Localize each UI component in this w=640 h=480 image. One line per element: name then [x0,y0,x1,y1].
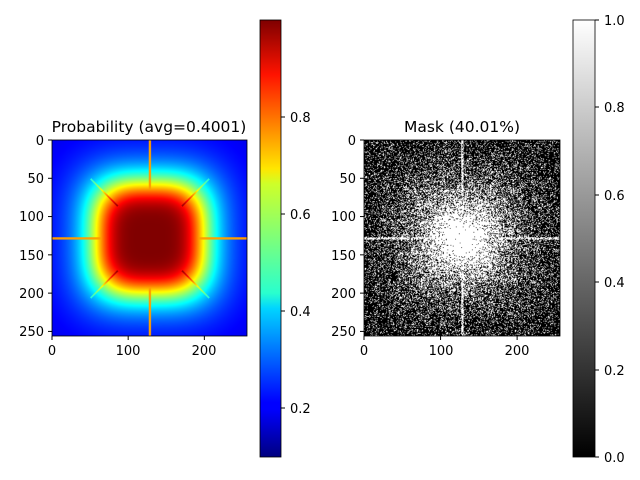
probability-xtick-label: 200 [192,344,217,359]
mask-xtick-label: 100 [429,344,454,359]
mask-ytick-label: 150 [331,249,356,264]
probability-axes-frame [51,139,248,337]
probability-ytick-label: 250 [19,325,44,340]
mask-colorbar-tick-label: 0.8 [604,101,625,116]
probability-colorbar-tick-label: 0.8 [290,111,311,126]
mask-colorbar-tick-label: 0.2 [604,364,625,379]
probability-ytick-label: 0 [36,134,44,149]
mask-colorbar-tick-label: 0.6 [604,189,625,204]
mask-colorbar-tick-label: 0.4 [604,276,625,291]
probability-colorbar: 0.2 0.4 0.6 0.8 [259,19,311,458]
probability-title: Probability (avg=0.4001) [52,118,247,136]
probability-ticks: 0 100 200 0 50 100 150 200 250 [19,134,216,359]
mask-colorbar-ticks: 0.0 0.2 0.4 0.6 0.8 1.0 [595,14,625,466]
probability-xtick-label: 0 [48,344,56,359]
mask-xtick-label: 200 [505,344,530,359]
probability-colorbar-tick-label: 0.6 [290,208,311,223]
mask-ticks: 0 100 200 0 50 100 150 200 250 [331,134,529,359]
mask-ytick-label: 50 [339,172,356,187]
probability-ytick-label: 150 [19,249,44,264]
mask-ytick-label: 0 [348,134,356,149]
mask-colorbar: 0.0 0.2 0.4 0.6 0.8 1.0 [572,14,625,466]
mask-title: Mask (40.01%) [404,118,520,136]
probability-colorbar-tick-label: 0.2 [290,402,311,417]
mask-xtick-label: 0 [360,344,368,359]
mask-image [364,140,560,336]
probability-xtick-label: 100 [116,344,141,359]
mask-ytick-label: 250 [331,325,356,340]
mask-axes-frame [363,139,561,337]
probability-ytick-label: 200 [19,287,44,302]
mask-panel: Mask (40.01%) 0 100 200 0 50 100 150 200… [331,118,561,359]
mask-heatmap [364,140,560,336]
probability-colorbar-ticks: 0.2 0.4 0.6 0.8 [281,111,311,417]
mask-ytick-label: 200 [331,287,356,302]
probability-ytick-label: 50 [27,172,44,187]
mask-colorbar-tick-label: 1.0 [604,14,625,29]
probability-image [52,140,247,336]
probability-panel: Probability (avg=0.4001) 0 100 200 0 50 … [19,118,248,359]
probability-ytick-label: 100 [19,210,44,225]
mask-colorbar-gradient [572,19,596,458]
probability-heatmap [52,140,247,336]
mask-colorbar-tick-label: 0.0 [604,451,625,466]
probability-colorbar-gradient [259,19,282,458]
probability-colorbar-tick-label: 0.4 [290,305,311,320]
mask-ytick-label: 100 [331,210,356,225]
